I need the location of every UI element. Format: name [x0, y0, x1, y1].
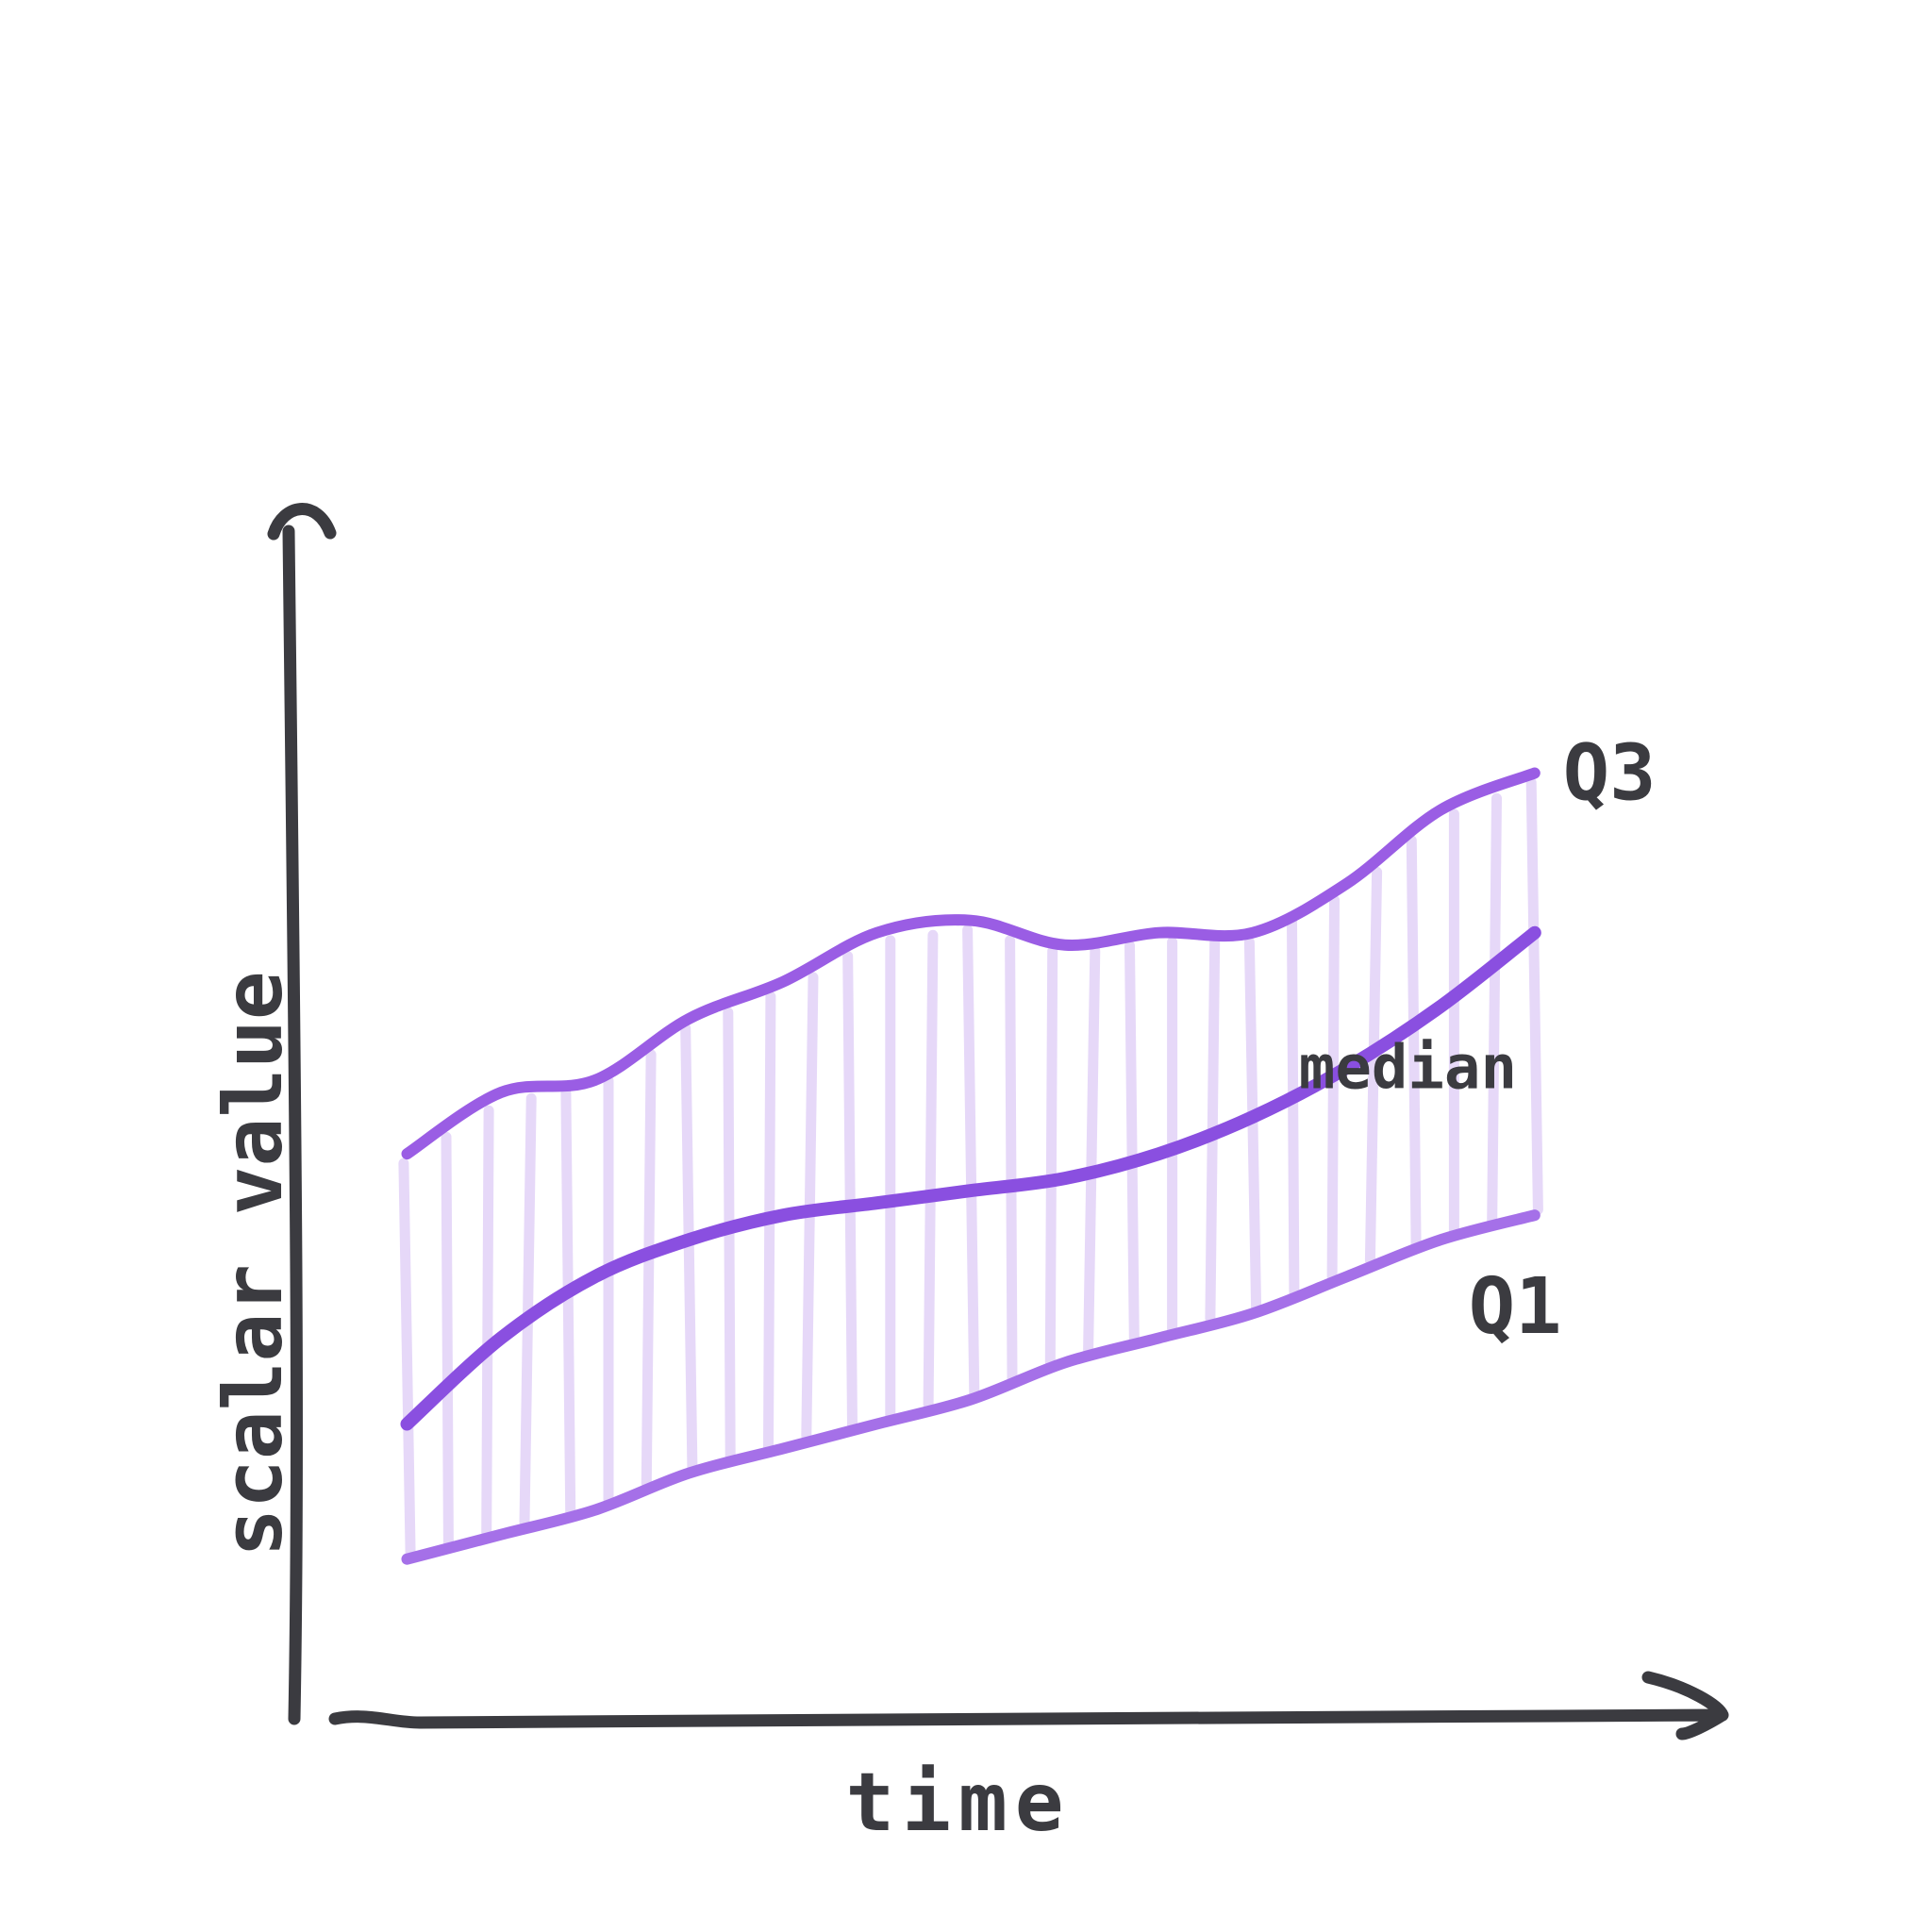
y-axis [267, 503, 337, 1725]
y-axis-label: scalar value [207, 971, 301, 1557]
series-label-q1: Q1 [1469, 1262, 1562, 1352]
band-hatch-14 [962, 924, 980, 1399]
band-hatch-21 [1243, 937, 1262, 1313]
series-line-median [400, 925, 1541, 1431]
x-axis-label: time [845, 1756, 1071, 1850]
band-hatch-25 [1406, 835, 1422, 1250]
band-hatch-11 [842, 951, 858, 1431]
band-hatch-13 [923, 929, 939, 1410]
band-hatch-4 [560, 1088, 576, 1517]
band-hatch-23 [1326, 894, 1340, 1282]
band-hatch-17 [1083, 945, 1101, 1356]
band-hatch-0 [398, 1158, 416, 1559]
band-hatch-1 [441, 1131, 454, 1549]
series-line-q3 [401, 767, 1541, 1160]
band-hatch-28 [1525, 777, 1543, 1215]
band-hatch-2 [481, 1105, 494, 1538]
band-hatch-24 [1364, 866, 1383, 1266]
series-lines [400, 767, 1541, 1565]
series-label-q3: Q3 [1563, 729, 1657, 819]
series-label-median: median [1299, 1034, 1517, 1104]
band-hatch-15 [1005, 935, 1018, 1384]
band-hatch-6 [641, 1049, 657, 1489]
band-hatch-7 [680, 1023, 698, 1474]
band-hatch-16 [1044, 945, 1058, 1368]
band-hatch-8 [723, 1007, 736, 1462]
band-hatch-22 [1287, 915, 1300, 1298]
band-hatch-27 [1487, 792, 1502, 1225]
band-hatch-18 [1124, 940, 1140, 1345]
iqr-band [398, 777, 1543, 1559]
series-labels: Q3 median Q1 [1299, 729, 1657, 1353]
x-axis [328, 1671, 1729, 1740]
series-line-q1 [401, 1209, 1541, 1565]
